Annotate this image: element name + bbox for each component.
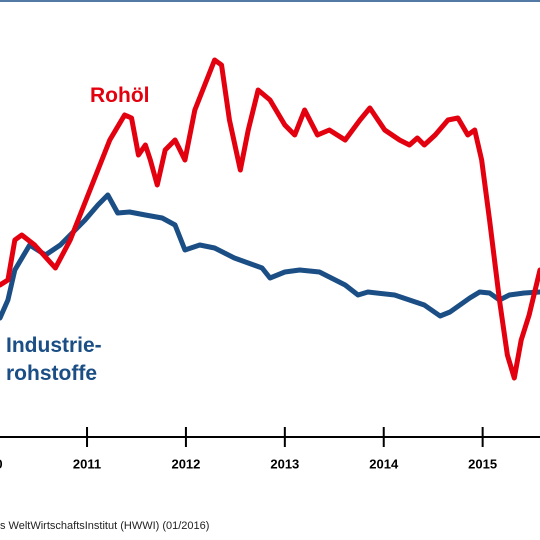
x-tick-label: 2011 [73,456,101,471]
x-tick-label: 2014 [369,456,399,471]
legend-label: Industrie- rohstoffe [6,334,102,385]
x-tick-label: 2013 [270,456,299,471]
source: s WeltWirtschaftsInstitut (HWWI) (01/201… [0,520,210,532]
series-line [0,57,540,381]
legend-label: Rohöl [90,84,150,107]
x-tick-label: 2012 [171,456,200,471]
x-tick-label: 2010 [0,456,3,471]
x-tick-label: 2015 [468,456,497,471]
